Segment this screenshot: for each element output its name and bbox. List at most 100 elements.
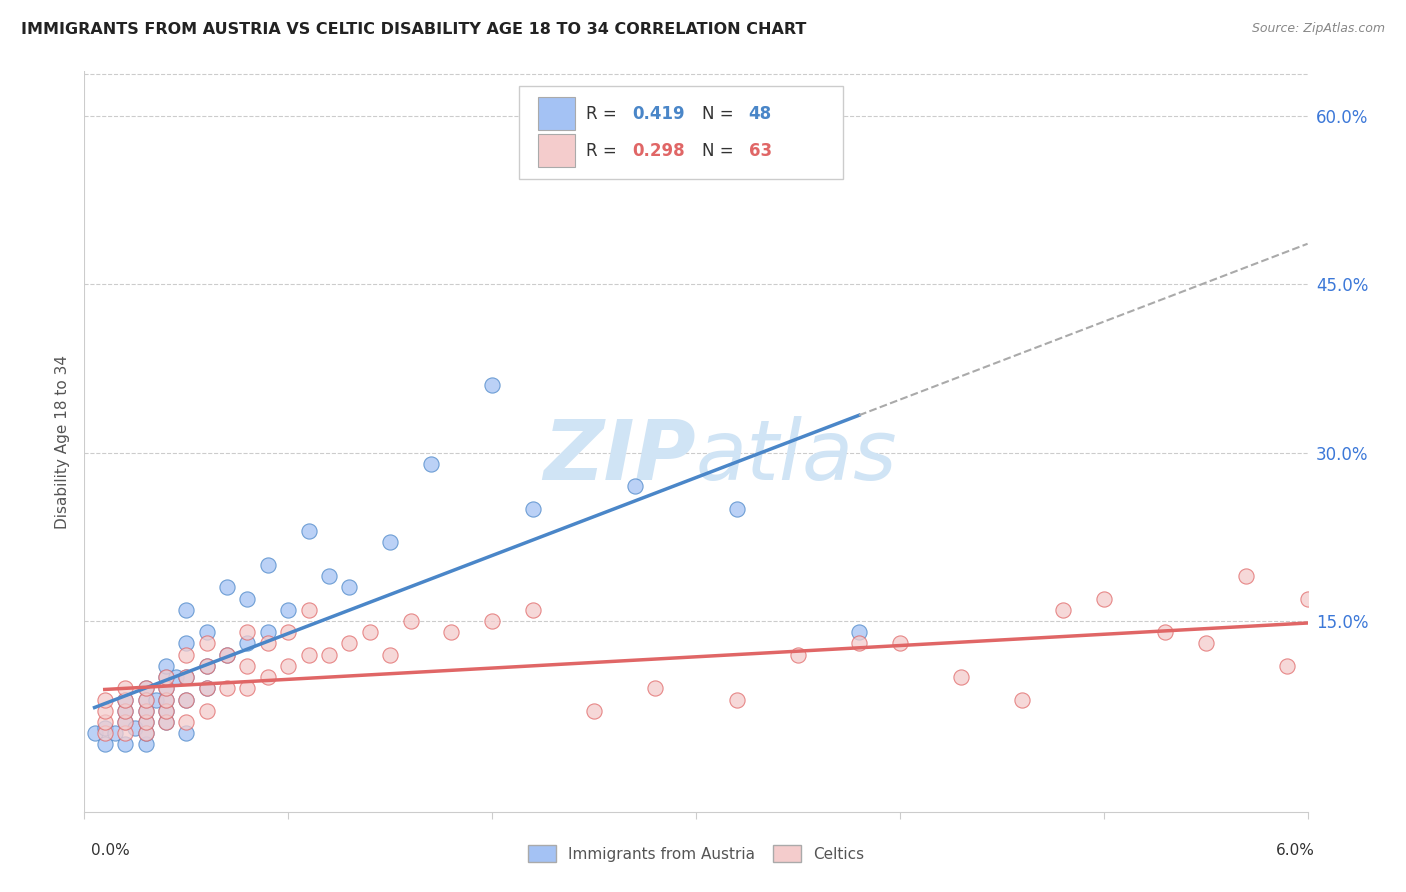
Point (93, 704, 117, 718)
Text: 48: 48 (748, 104, 772, 122)
Point (481, 614, 503, 628)
Point (195, 659, 218, 673)
Point (155, 704, 177, 718)
Point (135, 726, 157, 740)
Point (277, 659, 299, 673)
Point (1236, 569, 1258, 583)
Point (440, 625, 463, 640)
Point (195, 636, 218, 650)
Point (217, 648, 239, 662)
Point (135, 692, 157, 706)
Point (83, 726, 105, 740)
Point (135, 738, 157, 752)
Point (277, 603, 299, 617)
Point (93, 692, 117, 706)
Text: 0.298: 0.298 (633, 142, 685, 160)
Point (725, 692, 748, 706)
Point (420, 457, 443, 471)
Point (848, 625, 870, 640)
Point (1296, 591, 1319, 606)
Point (339, 580, 361, 594)
Point (135, 714, 157, 729)
Point (165, 670, 187, 684)
Point (104, 726, 127, 740)
FancyBboxPatch shape (519, 87, 842, 178)
FancyBboxPatch shape (538, 97, 575, 130)
Point (236, 591, 259, 606)
Point (217, 648, 239, 662)
Point (114, 681, 136, 696)
Point (155, 714, 177, 729)
Point (114, 692, 136, 706)
Point (135, 692, 157, 706)
Point (339, 636, 361, 650)
Point (155, 681, 177, 696)
Text: 6.0%: 6.0% (1275, 843, 1315, 858)
Point (236, 625, 259, 640)
Text: 0.419: 0.419 (633, 104, 685, 122)
Point (114, 704, 136, 718)
Point (155, 670, 177, 684)
Point (257, 625, 280, 640)
Point (93, 714, 117, 729)
Point (114, 738, 136, 752)
Point (195, 704, 218, 718)
FancyBboxPatch shape (538, 135, 575, 167)
Point (1154, 625, 1177, 640)
Point (318, 569, 340, 583)
Point (93, 721, 117, 735)
Point (1011, 692, 1033, 706)
Point (236, 636, 259, 650)
Point (135, 714, 157, 729)
Point (135, 681, 157, 696)
Text: R =: R = (586, 104, 621, 122)
Point (950, 670, 973, 684)
Point (236, 659, 259, 673)
Point (135, 704, 157, 718)
Point (257, 670, 280, 684)
Point (522, 501, 544, 516)
Y-axis label: Disability Age 18 to 34: Disability Age 18 to 34 (55, 354, 70, 529)
Point (217, 580, 239, 594)
Point (298, 603, 321, 617)
Point (1092, 591, 1115, 606)
Point (155, 670, 177, 684)
Point (176, 726, 198, 740)
Point (624, 479, 647, 493)
Point (481, 378, 503, 392)
Text: R =: R = (586, 142, 621, 160)
Point (1195, 636, 1218, 650)
Point (176, 636, 198, 650)
Point (114, 726, 136, 740)
Point (298, 524, 321, 539)
Point (380, 535, 402, 549)
Point (155, 714, 177, 729)
Point (1317, 648, 1340, 662)
Point (135, 726, 157, 740)
Point (155, 692, 177, 706)
Point (176, 670, 198, 684)
Point (298, 648, 321, 662)
Point (114, 714, 136, 729)
Point (399, 614, 422, 628)
Text: Source: ZipAtlas.com: Source: ZipAtlas.com (1251, 22, 1385, 36)
Point (583, 704, 606, 718)
Point (114, 714, 136, 729)
Point (155, 692, 177, 706)
Point (155, 659, 177, 673)
Point (195, 681, 218, 696)
Point (217, 681, 239, 696)
Legend: Immigrants from Austria, Celtics: Immigrants from Austria, Celtics (523, 840, 869, 867)
Point (93, 726, 117, 740)
Point (277, 625, 299, 640)
Text: N =: N = (702, 142, 740, 160)
Point (236, 681, 259, 696)
Point (93, 738, 117, 752)
Point (155, 681, 177, 696)
Point (145, 692, 167, 706)
Point (124, 721, 146, 735)
Point (114, 692, 136, 706)
Point (359, 625, 381, 640)
Text: atlas: atlas (696, 416, 897, 497)
Point (176, 648, 198, 662)
